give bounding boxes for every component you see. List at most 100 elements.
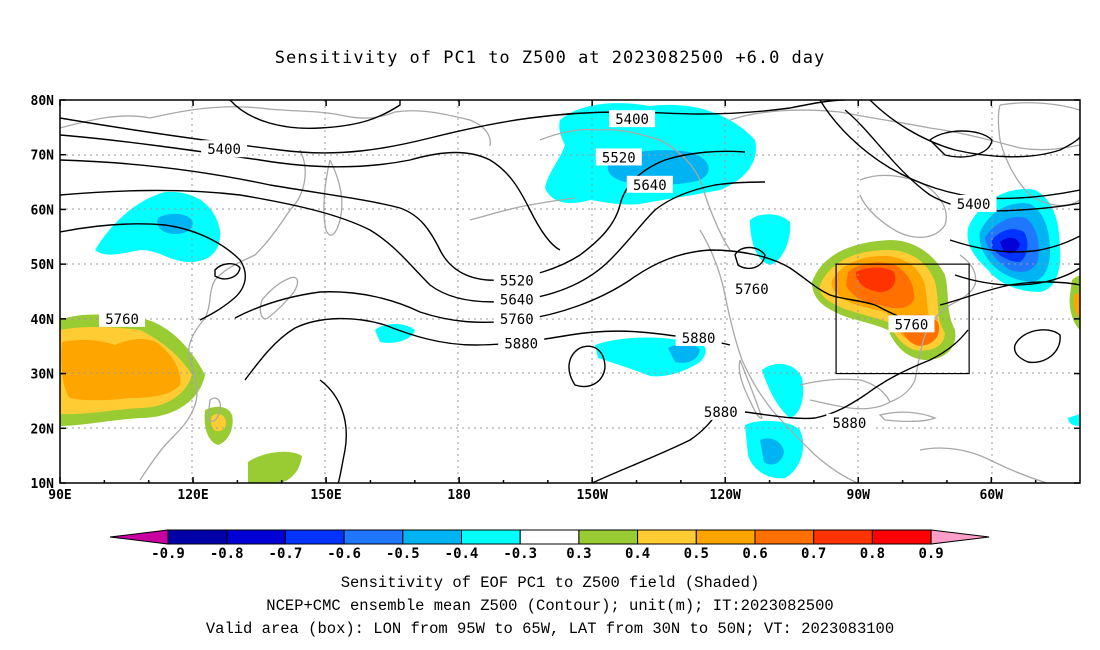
colorbar-label: -0.3 <box>503 546 537 562</box>
svg-text:5760: 5760 <box>735 282 769 298</box>
colorbar-low-end <box>109 529 169 545</box>
contour-5880-b <box>568 345 606 388</box>
svg-text:5880: 5880 <box>682 331 716 347</box>
contour-closed-asia <box>214 263 241 280</box>
caption-valid-area: Valid area (box): LON from 95W to 65W, L… <box>205 620 895 638</box>
colorbar-label: -0.9 <box>151 546 185 562</box>
colorbar-high-end <box>930 529 990 545</box>
colorbar-label: 0.4 <box>625 546 650 562</box>
lon-tick-label: 150E <box>310 488 341 503</box>
svg-text:5760: 5760 <box>500 312 534 328</box>
shade-asia-positive <box>60 314 302 483</box>
colorbar-swatch <box>226 529 286 545</box>
contour-label: 5880 <box>826 413 873 432</box>
contour-label: 5640 <box>626 175 673 194</box>
contour-label: 5400 <box>609 110 656 128</box>
map-frame <box>59 99 1081 484</box>
contour-5520-a <box>60 150 746 281</box>
svg-text:5400: 5400 <box>207 142 241 158</box>
colorbar-swatch <box>519 529 580 545</box>
lon-tick-label: 120E <box>177 488 208 503</box>
svg-text:5760: 5760 <box>895 317 929 333</box>
colorbar-label: 0.7 <box>801 546 826 562</box>
lat-tick-label: 60N <box>31 203 55 218</box>
svg-text:5520: 5520 <box>602 150 636 166</box>
caption-contour: NCEP+CMC ensemble mean Z500 (Contour); u… <box>266 597 834 615</box>
contour-atlantic-1 <box>949 235 1080 253</box>
lon-tick-label: 120W <box>710 488 741 503</box>
colorbar-swatch <box>695 529 756 545</box>
contour-label: 5520 <box>493 271 540 290</box>
contour-label: 5760 <box>728 279 775 298</box>
sensitivity-shading <box>60 103 1080 483</box>
colorbar-label: -0.7 <box>269 546 303 562</box>
coast-south-america <box>919 447 1049 483</box>
colorbar-swatch <box>167 529 228 545</box>
contour-label: 5760 <box>99 309 146 328</box>
svg-text:5640: 5640 <box>500 293 534 309</box>
lon-tick-label: 60W <box>980 488 1004 503</box>
coast-alaska <box>539 128 731 251</box>
colorbar-swatch <box>813 529 873 545</box>
contour-5880-c <box>590 411 719 483</box>
contour-label: 5760 <box>493 309 540 328</box>
coast-gulf <box>799 378 891 410</box>
contour-closed-atlantic-b <box>1013 329 1061 364</box>
colorbar-label: 0.9 <box>918 546 943 562</box>
contour-label: 5880 <box>675 329 722 347</box>
valid-area-box <box>835 263 970 375</box>
coast-canada-north <box>729 109 1080 151</box>
colorbar-label: -0.5 <box>386 546 420 562</box>
coast-kamchatka <box>323 159 343 236</box>
contour-arctic-1 <box>819 100 1080 200</box>
lat-tick-label: 30N <box>31 368 55 383</box>
contour-closed-pacific <box>734 246 766 270</box>
contour-5760-a <box>60 223 246 321</box>
svg-text:5880: 5880 <box>704 405 738 421</box>
svg-text:5400: 5400 <box>615 112 649 128</box>
caption-shading: Sensitivity of EOF PC1 to Z500 field (Sh… <box>340 574 760 592</box>
colorbar-swatch <box>461 529 521 545</box>
colorbar-swatch <box>284 529 345 545</box>
coast-na-west <box>699 229 860 483</box>
contour-label: 5400 <box>950 194 997 213</box>
colorbar-swatch <box>871 529 932 545</box>
contour-5400-north-pacific <box>229 100 401 129</box>
contour-atlantic-3 <box>939 281 1080 306</box>
contour-5400-a <box>60 100 846 154</box>
svg-text:5880: 5880 <box>833 416 867 432</box>
contour-5400-c <box>60 134 561 251</box>
coast-hudson <box>859 174 947 238</box>
coast-philippines <box>207 397 222 422</box>
colorbar-swatch <box>402 529 462 545</box>
coast-aleutians <box>469 197 576 221</box>
svg-text:5880: 5880 <box>504 336 538 352</box>
lon-tick-label: 90E <box>48 488 71 503</box>
contour-arctic-2 <box>869 100 1080 158</box>
lon-tick-label: 150W <box>577 488 608 503</box>
coast-siberia <box>60 106 491 147</box>
shade-north-pacific-negative <box>545 103 791 377</box>
contour-5880-a <box>244 317 731 381</box>
lat-tick-label: 50N <box>31 258 55 273</box>
colorbar-label: 0.8 <box>860 546 885 562</box>
contour-label: 5760 <box>888 315 935 333</box>
coast-na-east <box>889 254 977 403</box>
lat-tick-label: 70N <box>31 149 55 164</box>
lon-tick-label: 180 <box>447 488 471 503</box>
colorbar-label: 0.3 <box>566 546 591 562</box>
contour-labels: 5400 5400 5400 5520 5520 5640 5640 5760 5760 5760… <box>99 110 997 432</box>
lat-tick-label: 10N <box>31 477 55 492</box>
contour-label: 5400 <box>201 140 248 158</box>
axis-tick-marks <box>59 99 1080 484</box>
colorbar-label: -0.8 <box>210 546 244 562</box>
shade-asia-negative <box>95 191 415 343</box>
contour-closed-atlantic-a <box>928 130 993 158</box>
svg-text:5520: 5520 <box>500 274 534 290</box>
contour-label: 5640 <box>493 290 540 309</box>
contour-label: 5880 <box>697 402 744 421</box>
colorbar-swatch <box>578 529 639 545</box>
chart-title: Sensitivity of PC1 to Z500 at 2023082500… <box>274 48 826 68</box>
